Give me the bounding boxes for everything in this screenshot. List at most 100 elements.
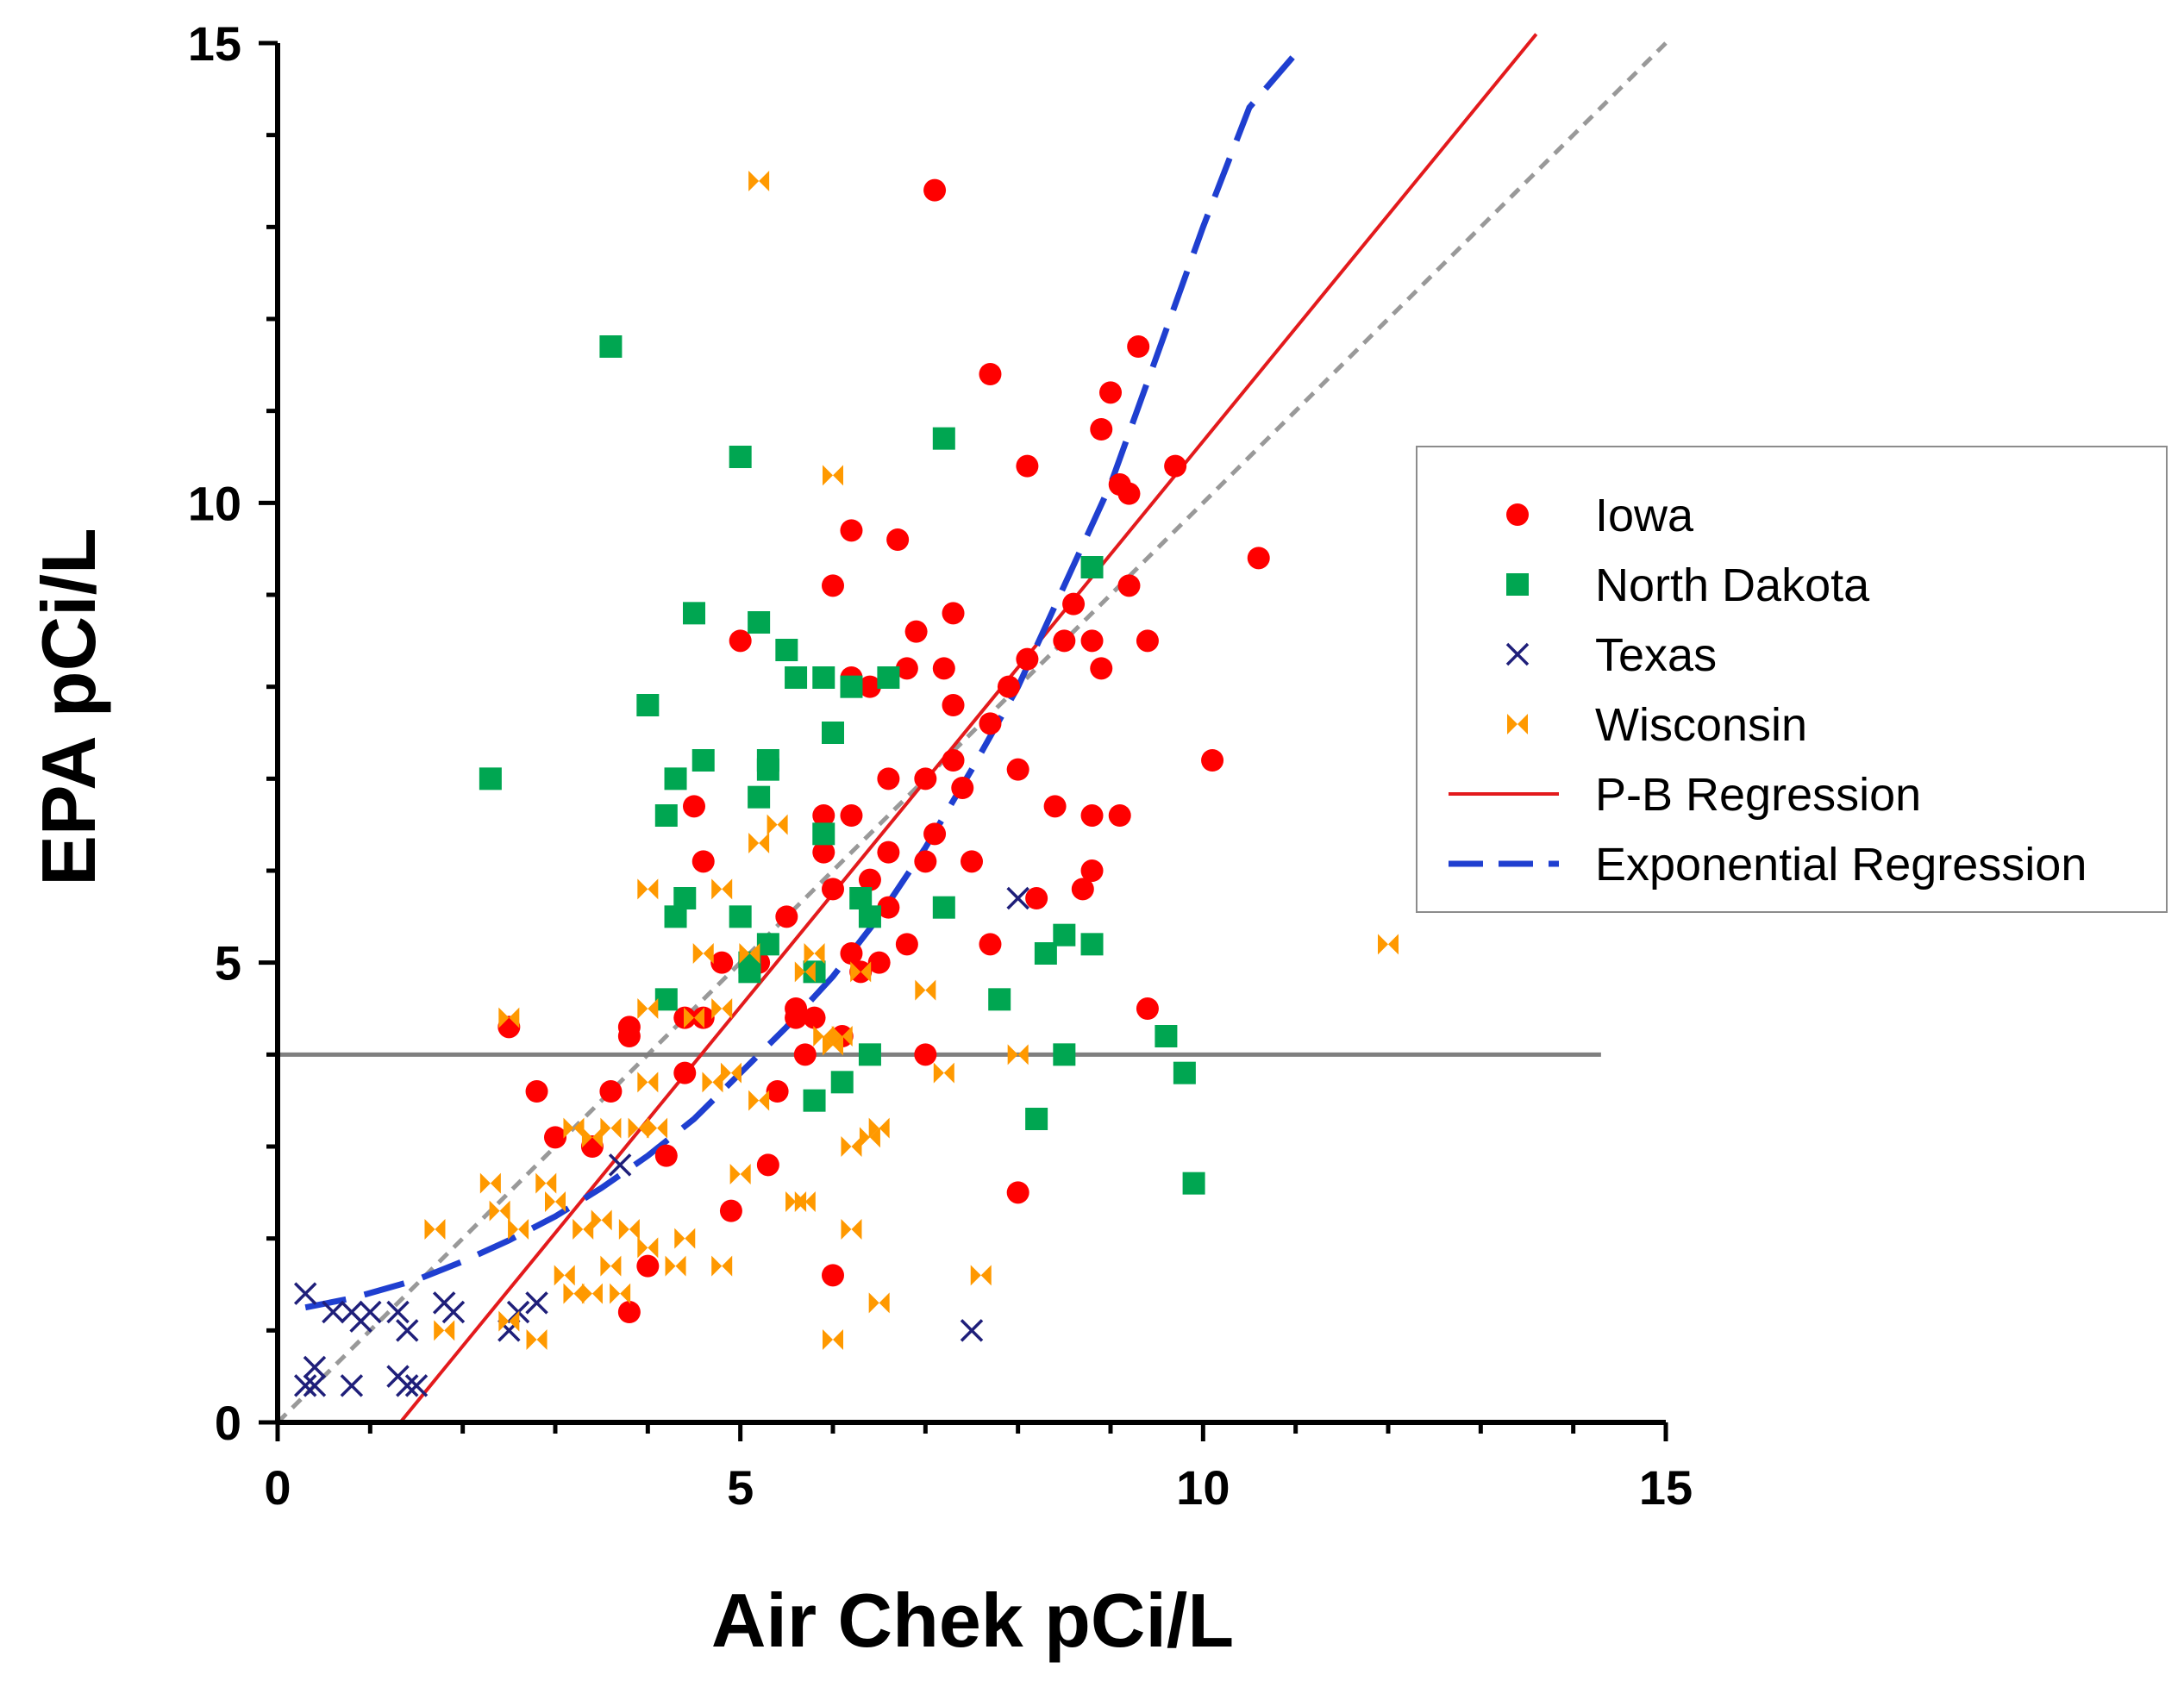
x-tick-label: 0 <box>264 1460 291 1515</box>
y-axis-title: EPA pCi/L <box>26 528 111 886</box>
iowa-point <box>858 675 881 698</box>
iowa-point <box>932 657 955 680</box>
north-dakota-point <box>756 933 779 956</box>
wisconsin-point <box>711 1255 733 1277</box>
wisconsin-point <box>823 465 843 486</box>
wisconsin-point <box>665 1255 686 1277</box>
iowa-point <box>840 519 863 542</box>
legend-label-wisconsin: Wisconsin <box>1595 699 1807 751</box>
north-dakota-point <box>1053 923 1076 947</box>
north-dakota-point <box>748 785 771 809</box>
iowa-point <box>914 850 937 873</box>
texas-point <box>293 1374 317 1397</box>
wisconsin-point <box>1007 1044 1029 1065</box>
wisconsin-point <box>729 1164 751 1184</box>
wisconsin-point <box>831 1026 853 1047</box>
iowa-point <box>877 767 900 791</box>
exponential-regression-line <box>304 41 1308 1311</box>
iowa-point <box>1099 381 1122 404</box>
wisconsin-point <box>424 1219 446 1240</box>
north-dakota-point <box>1173 1061 1196 1084</box>
legend-label-north-dakota: North Dakota <box>1595 559 1870 611</box>
north-dakota-point <box>1080 556 1104 578</box>
iowa-point <box>979 363 1002 385</box>
iowa-point <box>822 878 844 901</box>
wisconsin-point <box>748 171 770 191</box>
legend-swatch-wisconsin <box>1507 714 1528 734</box>
iowa-point <box>979 712 1002 735</box>
wisconsin-point <box>711 998 733 1019</box>
north-dakota-point <box>1025 1108 1048 1130</box>
iowa-point <box>691 850 715 873</box>
north-dakota-point <box>1182 1172 1205 1195</box>
iowa-point <box>1247 547 1270 570</box>
legend-box <box>1416 446 2168 913</box>
wisconsin-point <box>434 1320 455 1341</box>
legend: Iowa North Dakota Texas Wisconsin P-B Regres… <box>1416 446 2168 913</box>
iowa-point <box>1006 1181 1029 1204</box>
legend-swatch-iowa <box>1506 503 1529 526</box>
wisconsin-point <box>767 814 788 835</box>
legend-label-exponential-regression: Exponential Regression <box>1595 839 2087 890</box>
iowa-point <box>617 1015 641 1039</box>
wisconsin-point <box>628 1117 649 1139</box>
wisconsin-point <box>637 1237 659 1259</box>
iowa-point <box>673 1061 697 1084</box>
iowa-point <box>840 942 863 965</box>
iowa-point <box>942 694 965 716</box>
texas-point <box>960 1319 984 1342</box>
legend-swatch-texas <box>1505 642 1530 666</box>
iowa-point <box>1025 887 1048 909</box>
x-tick-label: 15 <box>1639 1460 1693 1515</box>
identity-line <box>276 41 1668 1424</box>
north-dakota-point <box>599 335 623 358</box>
iowa-point <box>886 528 910 551</box>
iowa-point <box>729 629 752 653</box>
iowa-point <box>942 602 965 625</box>
north-dakota-point <box>738 960 761 984</box>
y-tick-label: 5 <box>215 936 241 990</box>
wisconsin-point <box>970 1265 992 1286</box>
wisconsin-point <box>915 979 936 1001</box>
iowa-point <box>1080 859 1104 882</box>
wisconsin-point <box>692 943 714 964</box>
wisconsin-point <box>498 1310 520 1332</box>
iowa-point <box>683 795 705 818</box>
x-tick-label: 5 <box>727 1460 754 1515</box>
wisconsin-point <box>535 1172 557 1194</box>
iowa-point <box>840 804 863 827</box>
iowa-point <box>904 620 928 643</box>
wisconsin-point <box>720 1062 742 1084</box>
north-dakota-point <box>822 722 844 744</box>
wisconsin-point <box>794 1191 816 1212</box>
iowa-point <box>654 1144 678 1167</box>
north-dakota-point <box>1080 933 1104 956</box>
iowa-point <box>877 896 900 919</box>
texas-point <box>396 1374 419 1397</box>
iowa-point <box>1090 418 1113 441</box>
x-tick-label: 10 <box>1176 1460 1230 1515</box>
iowa-point <box>803 1006 826 1029</box>
wisconsin-point <box>498 1007 520 1028</box>
wisconsin-point <box>545 1191 566 1212</box>
iowa-point <box>636 1254 660 1278</box>
north-dakota-point <box>775 639 798 661</box>
wisconsin-point <box>526 1329 548 1350</box>
x-axis-title: Air Chek pCi/L <box>711 1578 1234 1663</box>
iowa-point <box>599 1080 623 1103</box>
texas-point <box>386 1300 410 1324</box>
iowa-point <box>775 905 798 928</box>
iowa-point <box>812 840 835 864</box>
wisconsin-point <box>739 943 760 964</box>
north-dakota-point <box>812 822 835 846</box>
texas-point <box>303 1355 327 1379</box>
north-dakota-point <box>858 1043 881 1066</box>
north-dakota-point <box>877 666 900 689</box>
wisconsin-point <box>489 1200 510 1222</box>
iowa-point <box>525 1080 548 1103</box>
iowa-point <box>766 1080 789 1103</box>
wisconsin-point <box>868 1117 890 1139</box>
legend-swatch-north-dakota <box>1506 573 1529 596</box>
north-dakota-point <box>654 988 678 1011</box>
